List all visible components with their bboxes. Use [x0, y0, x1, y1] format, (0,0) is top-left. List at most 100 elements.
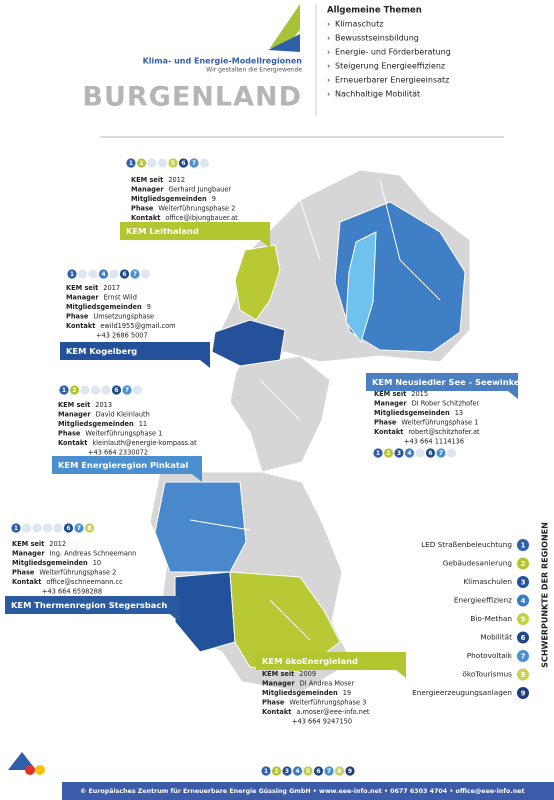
focus-placeholder — [21, 523, 32, 533]
detail-label: Mitgliedsgemeinden — [66, 303, 142, 311]
region-label-pointer — [192, 474, 202, 482]
detail-line: Manager Ernst Wild — [66, 294, 137, 302]
focus-placeholder — [80, 385, 90, 395]
detail-line: Phase Umsetzungsphase — [66, 313, 154, 321]
footer-text: © Europäisches Zentrum für Erneuerbare E… — [80, 787, 524, 795]
detail-line: Mitgliedsgemeinden 10 — [12, 559, 101, 567]
focus-number: 4 — [407, 450, 411, 457]
focus-circle — [282, 766, 292, 776]
detail-value: DI Rober Schitzhofer — [412, 400, 480, 408]
focus-placeholder — [147, 158, 157, 168]
legend-label: Energieerzeugungsanlagen — [412, 688, 512, 697]
detail-line: Mitgliedsgemeinden 9 — [66, 303, 151, 311]
focus-circle — [69, 385, 80, 395]
footer-logo — [35, 765, 45, 775]
focus-number: 4 — [295, 768, 299, 775]
detail-line: Phase Weiterführungsphase 3 — [262, 699, 366, 707]
focus-circle — [303, 766, 313, 776]
topic: Energie- und Förderberatung — [335, 48, 451, 57]
focus-placeholder — [199, 158, 210, 168]
legend-title: SCHWERPUNKTE DER REGIONEN — [541, 522, 550, 668]
detail-value: David Kleinlauth — [96, 411, 150, 419]
focus-number: 9 — [348, 768, 352, 775]
detail-value: Weiterführungsphase 2 — [39, 569, 116, 577]
detail-line: Mitgliedsgemeinden 19 — [262, 689, 351, 697]
map-stegersbach — [174, 571, 236, 653]
topic: Erneuerbarer Energieeinsatz — [335, 76, 449, 85]
focus-number: 2 — [386, 450, 390, 457]
detail-line: Kontakt ewild1955@gmail.com — [66, 322, 176, 330]
region-label-pointer — [200, 360, 210, 368]
detail-label: Manager — [262, 680, 295, 688]
region-label-box — [120, 222, 270, 240]
focus-circle — [136, 158, 147, 168]
focus-placeholder — [32, 523, 42, 533]
focus-circle — [98, 269, 109, 279]
detail-label: KEM seit — [374, 390, 406, 398]
detail-value: Weiterführungsphase 2 — [158, 205, 235, 213]
detail-label: Mitgliedsgemeinden — [131, 195, 207, 203]
region-label-box — [366, 373, 518, 391]
slogan: Wir gestalten die Energiewende — [206, 67, 302, 74]
legend-label: Mobilität — [480, 633, 512, 642]
detail-value: 2017 — [103, 284, 120, 292]
focus-placeholder — [90, 385, 101, 395]
detail-phone: +43 664 2330072 — [88, 449, 148, 457]
logo-shape — [270, 4, 300, 48]
focus-circle — [63, 523, 74, 533]
legend-number: 5 — [521, 616, 526, 624]
detail-value: 2013 — [95, 401, 112, 409]
focus-circle — [334, 766, 345, 776]
region-label-box — [256, 652, 406, 670]
focus-number: 4 — [101, 271, 105, 278]
detail-label: Manager — [131, 186, 164, 194]
focus-number: 3 — [397, 450, 401, 457]
topic-bullet: › — [327, 20, 330, 29]
focus-placeholder — [446, 448, 457, 458]
focus-placeholder — [77, 269, 88, 279]
detail-line: Kontakt a.moser@eee-info.net — [262, 708, 370, 716]
focus-number: 1 — [62, 387, 66, 394]
topic-bullet: › — [327, 90, 330, 99]
legend-label: ökoTourismus — [462, 670, 512, 679]
detail-line: Mitgliedsgemeinden 9 — [131, 195, 216, 203]
map-lake — [345, 231, 377, 344]
focus-number: 7 — [192, 160, 196, 167]
legend-circle — [517, 594, 529, 607]
focus-number: 3 — [285, 768, 289, 775]
detail-label: Mitgliedsgemeinden — [374, 409, 450, 417]
legend-label: Bio-Methan — [470, 614, 512, 623]
detail-label: KEM seit — [262, 670, 294, 678]
detail-value: Weiterführungsphase 1 — [85, 430, 162, 438]
focus-number: 7 — [327, 768, 331, 775]
focus-number: 1 — [70, 271, 74, 278]
detail-value: 2012 — [168, 176, 185, 184]
detail-line: Manager Ing. Andreas Schneemann — [12, 550, 136, 558]
legend-circle — [517, 576, 529, 588]
detail-line: Manager Gerhard Jungbauer — [131, 186, 231, 194]
detail-value: robert@schitzhofer.at — [408, 428, 480, 436]
focus-number: 7 — [77, 525, 81, 532]
focus-placeholder — [88, 269, 98, 279]
focus-circle — [189, 158, 199, 168]
focus-circle — [324, 766, 334, 776]
focus-number: 7 — [125, 387, 129, 394]
focus-circle — [122, 385, 132, 395]
focus-number: 6 — [122, 271, 126, 278]
detail-value: 19 — [343, 689, 351, 697]
focus-number: 6 — [181, 160, 185, 167]
focus-placeholder — [101, 385, 111, 395]
detail-label: Kontakt — [131, 214, 160, 222]
focus-circle — [59, 385, 69, 395]
region-name: KEM Leithaland — [126, 226, 199, 236]
detail-value: office@schneemann.cc — [46, 578, 123, 586]
focus-number: 6 — [316, 768, 320, 775]
focus-circle — [425, 448, 436, 458]
detail-line: KEM seit 2015 — [374, 390, 428, 398]
region-label-box — [52, 456, 202, 474]
detail-line: Mitgliedsgemeinden 13 — [374, 409, 463, 417]
detail-label: KEM seit — [131, 176, 163, 184]
detail-value: Umsetzungsphase — [93, 313, 154, 321]
focus-number: 2 — [139, 160, 143, 167]
